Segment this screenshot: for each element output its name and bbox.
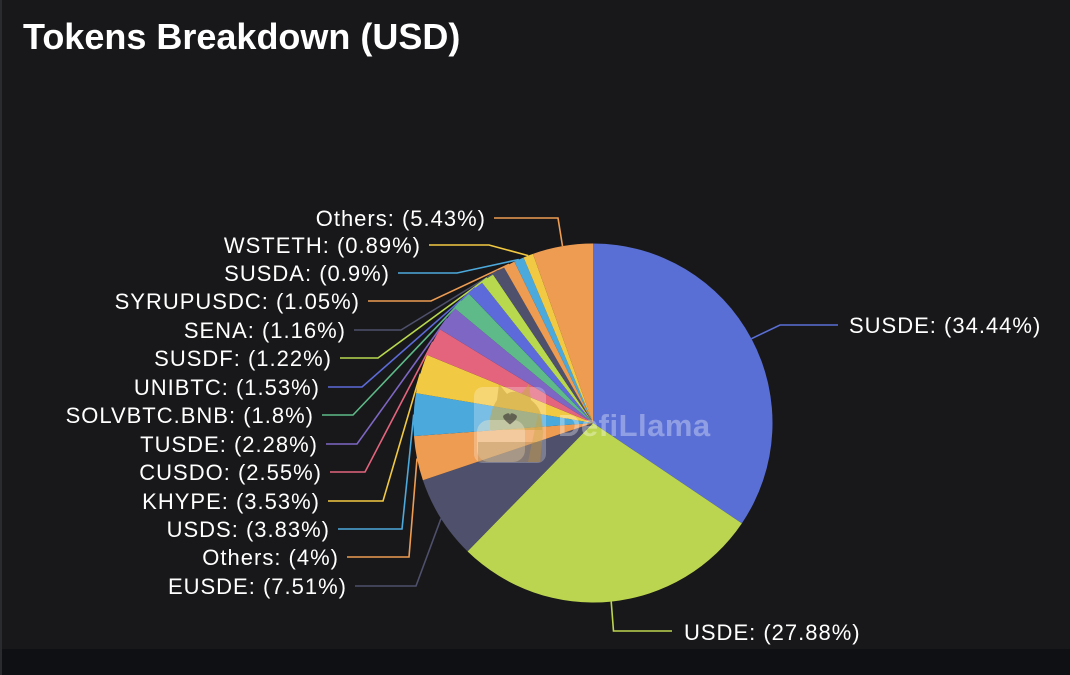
svg-text:EUSDE: (7.51%): EUSDE: (7.51%): [168, 574, 347, 599]
svg-text:SUSDF: (1.22%): SUSDF: (1.22%): [154, 346, 332, 371]
svg-text:CUSDO: (2.55%): CUSDO: (2.55%): [139, 460, 322, 485]
svg-text:Tokens Breakdown (USD): Tokens Breakdown (USD): [23, 16, 460, 57]
svg-text:SENA: (1.16%): SENA: (1.16%): [184, 318, 346, 343]
svg-text:WSTETH: (0.89%): WSTETH: (0.89%): [224, 233, 421, 258]
svg-text:Others: (5.43%): Others: (5.43%): [316, 206, 486, 231]
svg-text:SUSDE: (34.44%): SUSDE: (34.44%): [849, 313, 1041, 338]
svg-text:SUSDA: (0.9%): SUSDA: (0.9%): [224, 261, 390, 286]
svg-text:USDS: (3.83%): USDS: (3.83%): [167, 517, 330, 542]
svg-text:USDE: (27.88%): USDE: (27.88%): [684, 620, 861, 645]
svg-text:UNIBTC: (1.53%): UNIBTC: (1.53%): [134, 375, 320, 400]
svg-text:SOLVBTC.BNB: (1.8%): SOLVBTC.BNB: (1.8%): [66, 403, 314, 428]
svg-text:DefiLlama: DefiLlama: [558, 408, 711, 443]
svg-text:SYRUPUSDC: (1.05%): SYRUPUSDC: (1.05%): [115, 289, 360, 314]
svg-text:KHYPE: (3.53%): KHYPE: (3.53%): [142, 489, 320, 514]
svg-text:Others: (4%): Others: (4%): [202, 545, 339, 570]
svg-text:TUSDE: (2.28%): TUSDE: (2.28%): [140, 432, 318, 457]
